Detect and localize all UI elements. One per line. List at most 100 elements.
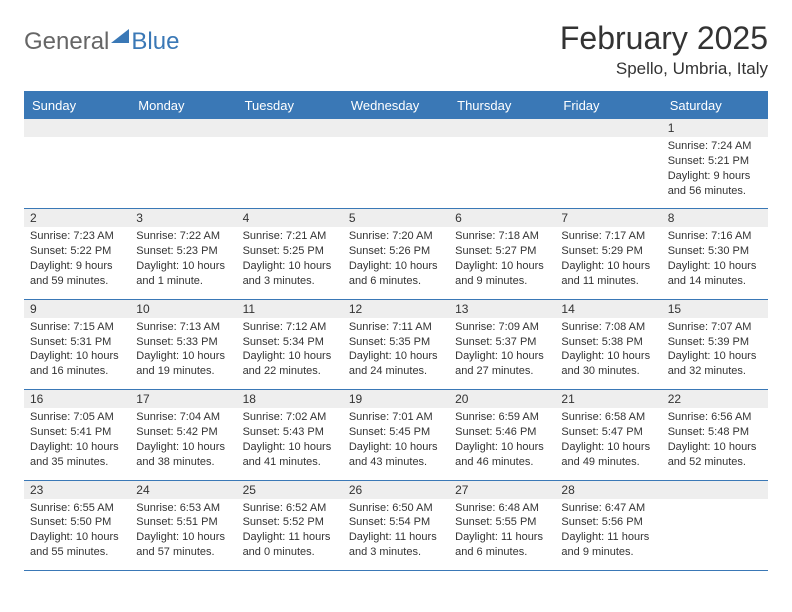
day-number: 22 [668, 392, 681, 406]
day-number-cell: 16 [24, 390, 130, 409]
title-block: February 2025 Spello, Umbria, Italy [560, 20, 768, 79]
day-number-cell: 14 [555, 299, 661, 318]
daylight-text: Daylight: 10 hours and 35 minutes. [30, 440, 124, 470]
day-info-cell [449, 137, 555, 209]
day-number-cell: 1 [662, 119, 768, 137]
daylight-text: Daylight: 10 hours and 19 minutes. [136, 349, 230, 379]
day-number-row: 232425262728 [24, 480, 768, 499]
sunset-text: Sunset: 5:27 PM [455, 244, 549, 259]
sunrise-text: Sunrise: 6:56 AM [668, 410, 762, 425]
daylight-text: Daylight: 10 hours and 38 minutes. [136, 440, 230, 470]
day-info: Sunrise: 7:23 AMSunset: 5:22 PMDaylight:… [24, 227, 130, 298]
sunrise-text: Sunrise: 7:09 AM [455, 320, 549, 335]
day-number-cell [449, 119, 555, 137]
col-wednesday: Wednesday [343, 92, 449, 120]
day-number: 13 [455, 302, 468, 316]
day-info: Sunrise: 7:15 AMSunset: 5:31 PMDaylight:… [24, 318, 130, 389]
day-number: 26 [349, 483, 362, 497]
day-header-row: Sunday Monday Tuesday Wednesday Thursday… [24, 92, 768, 120]
daylight-text: Daylight: 10 hours and 9 minutes. [455, 259, 549, 289]
daylight-text: Daylight: 10 hours and 6 minutes. [349, 259, 443, 289]
day-info: Sunrise: 7:12 AMSunset: 5:34 PMDaylight:… [237, 318, 343, 389]
col-friday: Friday [555, 92, 661, 120]
daylight-text: Daylight: 11 hours and 3 minutes. [349, 530, 443, 560]
sunrise-text: Sunrise: 6:47 AM [561, 501, 655, 516]
day-number-cell: 4 [237, 209, 343, 228]
sunset-text: Sunset: 5:38 PM [561, 335, 655, 350]
daylight-text: Daylight: 10 hours and 57 minutes. [136, 530, 230, 560]
day-number-cell: 21 [555, 390, 661, 409]
day-number: 9 [30, 302, 37, 316]
daylight-text: Daylight: 10 hours and 22 minutes. [243, 349, 337, 379]
day-number: 7 [561, 211, 568, 225]
daylight-text: Daylight: 10 hours and 16 minutes. [30, 349, 124, 379]
day-info-cell: Sunrise: 7:09 AMSunset: 5:37 PMDaylight:… [449, 318, 555, 390]
daylight-text: Daylight: 10 hours and 1 minute. [136, 259, 230, 289]
day-number: 16 [30, 392, 43, 406]
sunrise-text: Sunrise: 6:48 AM [455, 501, 549, 516]
daylight-text: Daylight: 10 hours and 41 minutes. [243, 440, 337, 470]
day-number-row: 16171819202122 [24, 390, 768, 409]
sunset-text: Sunset: 5:56 PM [561, 515, 655, 530]
day-info: Sunrise: 6:59 AMSunset: 5:46 PMDaylight:… [449, 408, 555, 479]
day-info: Sunrise: 7:07 AMSunset: 5:39 PMDaylight:… [662, 318, 768, 389]
day-number: 19 [349, 392, 362, 406]
day-info: Sunrise: 7:04 AMSunset: 5:42 PMDaylight:… [130, 408, 236, 479]
sunrise-text: Sunrise: 6:58 AM [561, 410, 655, 425]
day-number-cell [555, 119, 661, 137]
sunrise-text: Sunrise: 7:20 AM [349, 229, 443, 244]
day-number: 18 [243, 392, 256, 406]
sunset-text: Sunset: 5:52 PM [243, 515, 337, 530]
sunset-text: Sunset: 5:54 PM [349, 515, 443, 530]
sunset-text: Sunset: 5:55 PM [455, 515, 549, 530]
day-number: 5 [349, 211, 356, 225]
day-info-cell [237, 137, 343, 209]
day-number: 15 [668, 302, 681, 316]
day-info-cell: Sunrise: 7:12 AMSunset: 5:34 PMDaylight:… [237, 318, 343, 390]
day-info: Sunrise: 6:56 AMSunset: 5:48 PMDaylight:… [662, 408, 768, 479]
sunrise-text: Sunrise: 6:52 AM [243, 501, 337, 516]
sunset-text: Sunset: 5:46 PM [455, 425, 549, 440]
day-number: 6 [455, 211, 462, 225]
daylight-text: Daylight: 10 hours and 24 minutes. [349, 349, 443, 379]
day-info-cell: Sunrise: 7:15 AMSunset: 5:31 PMDaylight:… [24, 318, 130, 390]
logo-text-2: Blue [131, 28, 179, 56]
day-number-cell: 19 [343, 390, 449, 409]
day-number: 2 [30, 211, 37, 225]
day-number-cell: 12 [343, 299, 449, 318]
day-number: 3 [136, 211, 143, 225]
day-info-cell: Sunrise: 7:01 AMSunset: 5:45 PMDaylight:… [343, 408, 449, 480]
day-number: 11 [243, 302, 255, 316]
day-info-cell [343, 137, 449, 209]
logo-sail-icon [111, 29, 129, 43]
day-info-cell [555, 137, 661, 209]
daylight-text: Daylight: 11 hours and 6 minutes. [455, 530, 549, 560]
day-number-cell: 27 [449, 480, 555, 499]
day-info-cell: Sunrise: 6:56 AMSunset: 5:48 PMDaylight:… [662, 408, 768, 480]
sunrise-text: Sunrise: 7:15 AM [30, 320, 124, 335]
page-header: General Blue February 2025 Spello, Umbri… [24, 20, 768, 79]
sunset-text: Sunset: 5:25 PM [243, 244, 337, 259]
col-saturday: Saturday [662, 92, 768, 120]
day-number: 12 [349, 302, 362, 316]
day-number-cell: 20 [449, 390, 555, 409]
day-info-cell: Sunrise: 7:24 AMSunset: 5:21 PMDaylight:… [662, 137, 768, 209]
day-number-row: 2345678 [24, 209, 768, 228]
daylight-text: Daylight: 11 hours and 9 minutes. [561, 530, 655, 560]
day-info: Sunrise: 6:47 AMSunset: 5:56 PMDaylight:… [555, 499, 661, 570]
month-title: February 2025 [560, 20, 768, 57]
day-number-cell [343, 119, 449, 137]
day-info: Sunrise: 7:22 AMSunset: 5:23 PMDaylight:… [130, 227, 236, 298]
daylight-text: Daylight: 10 hours and 46 minutes. [455, 440, 549, 470]
day-info-cell: Sunrise: 7:16 AMSunset: 5:30 PMDaylight:… [662, 227, 768, 299]
day-info-cell: Sunrise: 7:11 AMSunset: 5:35 PMDaylight:… [343, 318, 449, 390]
day-info: Sunrise: 6:55 AMSunset: 5:50 PMDaylight:… [24, 499, 130, 570]
logo: General Blue [24, 20, 179, 56]
sunrise-text: Sunrise: 7:07 AM [668, 320, 762, 335]
daylight-text: Daylight: 10 hours and 43 minutes. [349, 440, 443, 470]
day-number: 25 [243, 483, 256, 497]
day-info: Sunrise: 7:24 AMSunset: 5:21 PMDaylight:… [662, 137, 768, 208]
day-info-cell: Sunrise: 7:17 AMSunset: 5:29 PMDaylight:… [555, 227, 661, 299]
day-number-row: 9101112131415 [24, 299, 768, 318]
day-info-cell: Sunrise: 7:22 AMSunset: 5:23 PMDaylight:… [130, 227, 236, 299]
